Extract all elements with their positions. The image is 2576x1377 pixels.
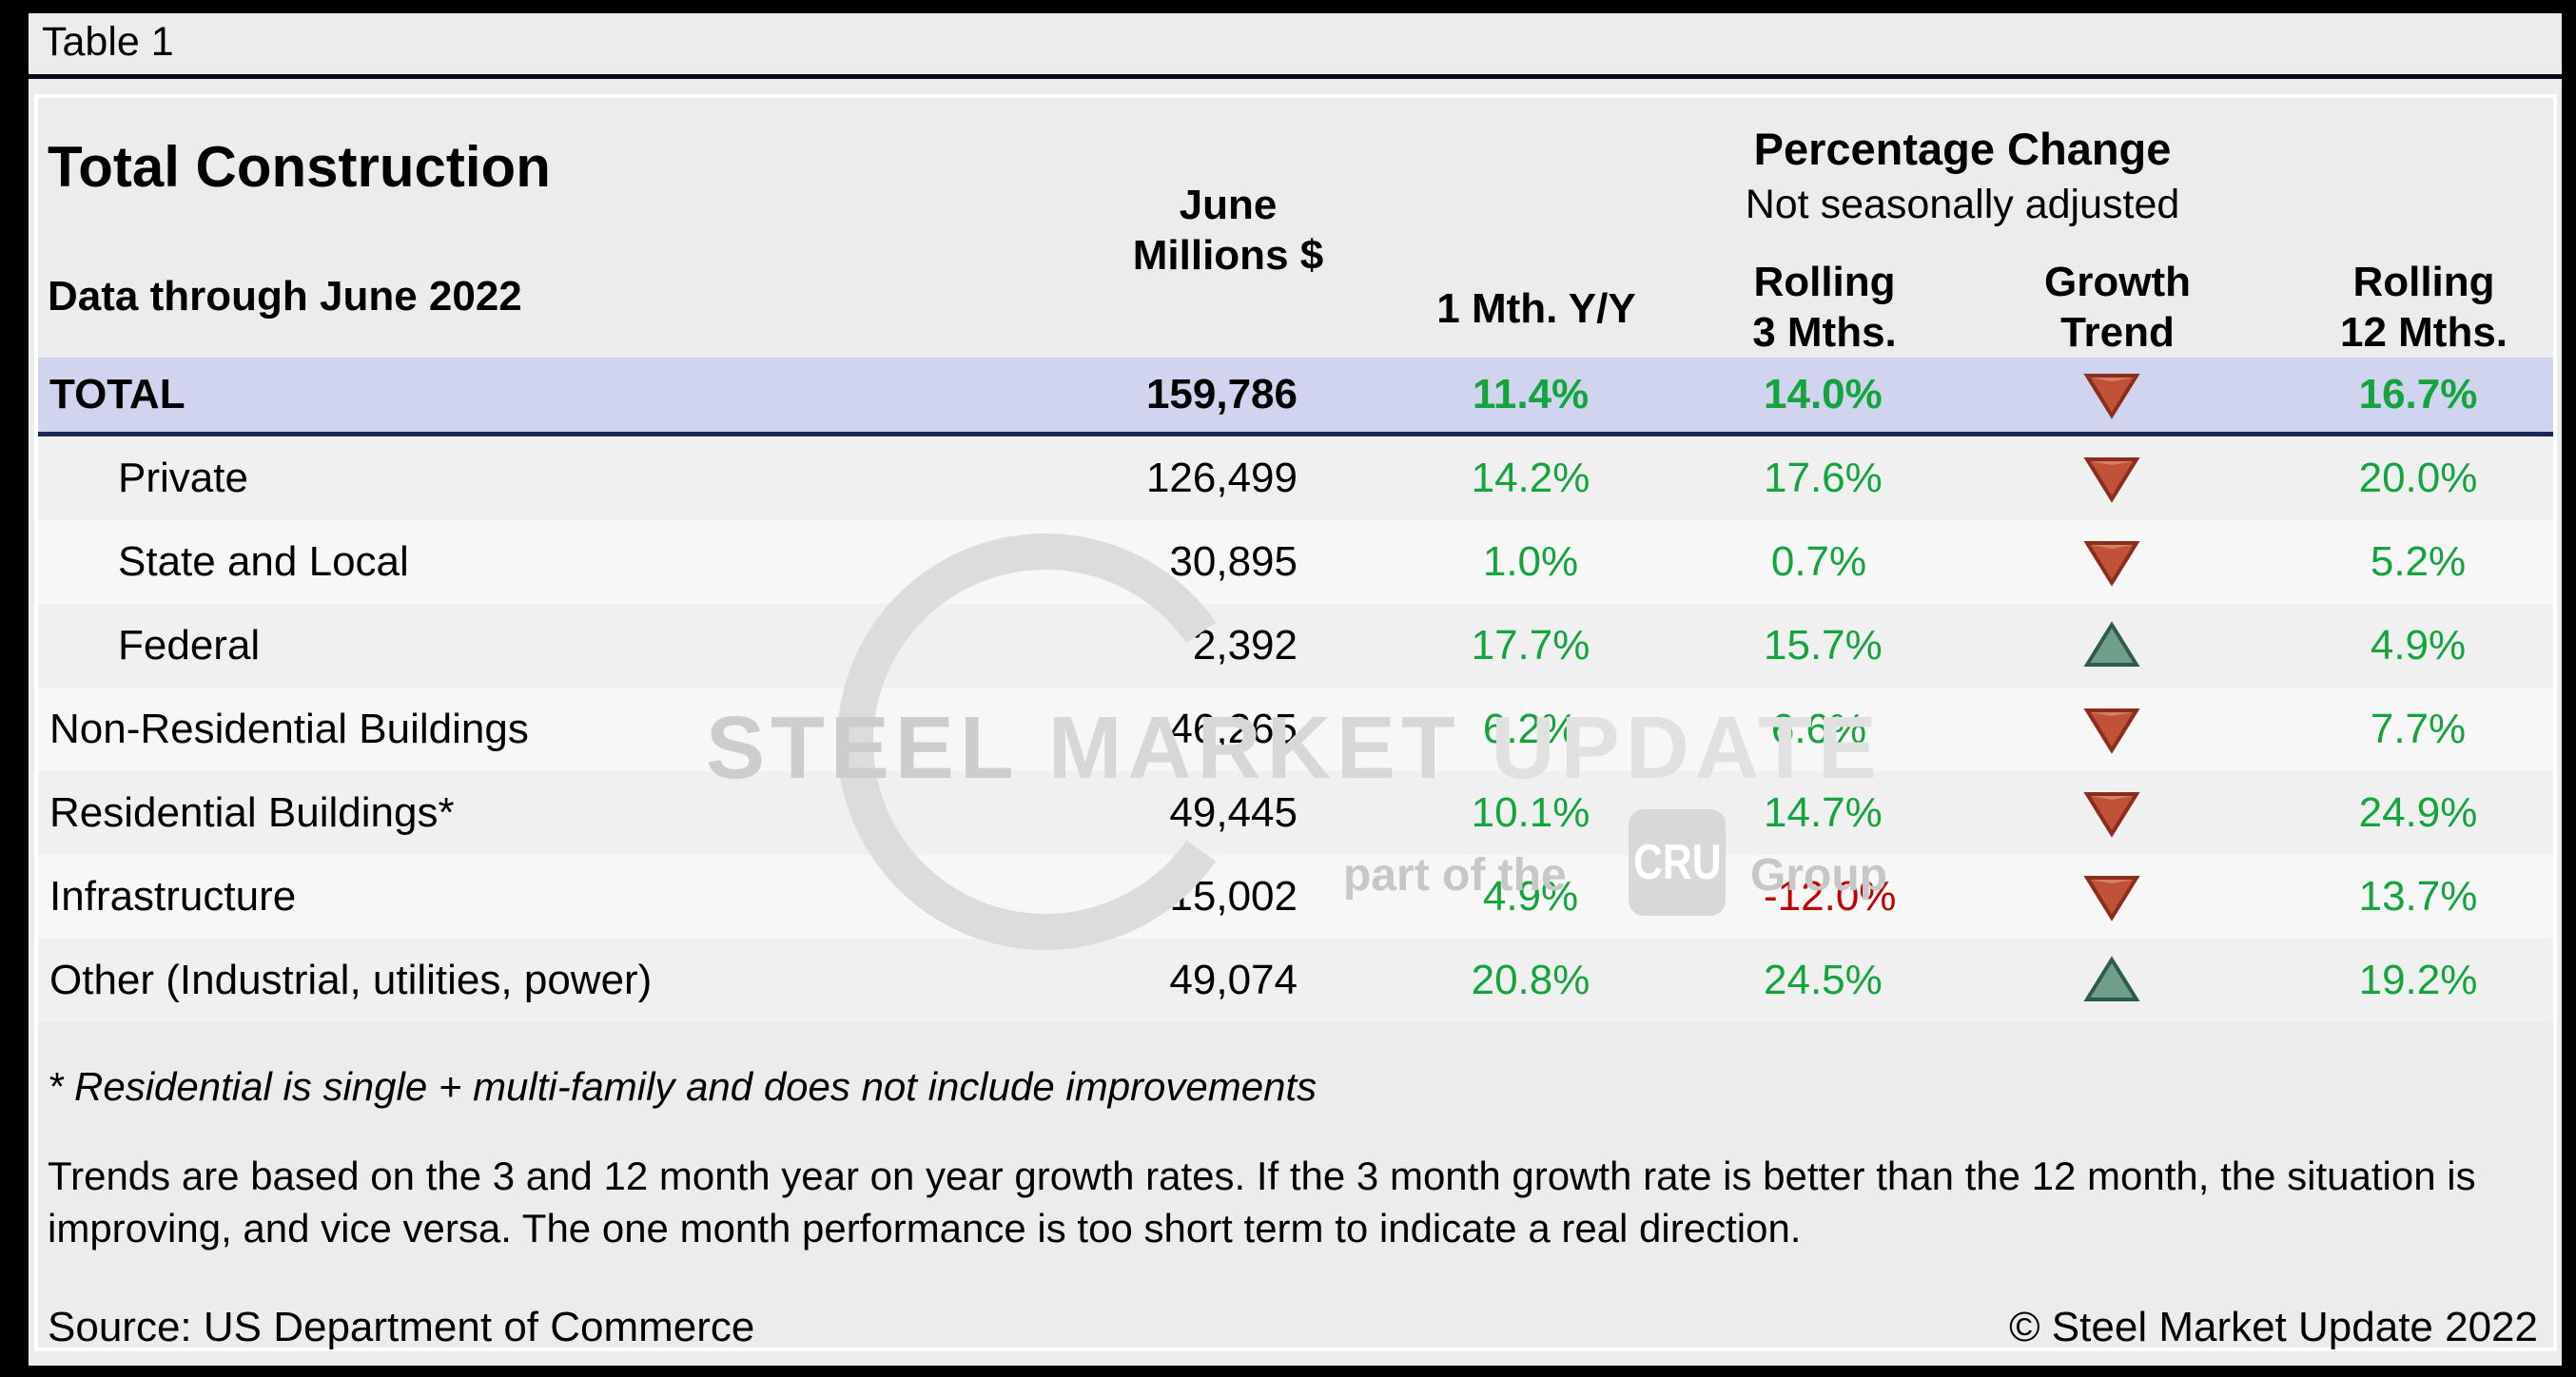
column-header-growth-trend: Growth Trend: [2044, 259, 2191, 356]
table-body: TOTAL 159,786 11.4% 14.0% 16.7% Private …: [38, 358, 2553, 1022]
column-header-rolling-12mths: Rolling 12 Mths.: [2339, 259, 2508, 356]
rolling-3mths-cell: 14.0%: [1764, 371, 1883, 417]
top-strip: Table 1: [29, 13, 2562, 74]
trend-down-arrow-icon: [2083, 457, 2140, 503]
rolling-12mths-cell: 20.0%: [2358, 455, 2478, 501]
table-row: Other (Industrial, utilities, power) 49,…: [38, 939, 2553, 1022]
table-row: Non-Residential Buildings 46,265 6.2% 6.…: [38, 688, 2553, 771]
rolling-12mths-cell: 4.9%: [2370, 622, 2467, 669]
june-millions-cell: 2,392: [1192, 622, 1298, 669]
growth-trend-cell: [1874, 704, 2350, 755]
growth-trend-cell: [1874, 955, 2350, 1006]
header-divider-line: [29, 74, 2562, 79]
table-row: TOTAL 159,786 11.4% 14.0% 16.7%: [38, 358, 2553, 436]
row-label-cell: State and Local: [118, 538, 409, 585]
rolling-12mths-cell: 7.7%: [2370, 706, 2467, 752]
trend-down-arrow-icon: [2083, 792, 2140, 838]
rolling-12mths-cell: 24.9%: [2358, 789, 2478, 836]
growth-trend-cell: [1874, 453, 2350, 504]
june-millions-cell: 30,895: [1169, 538, 1298, 585]
table-row: Residential Buildings* 49,445 10.1% 14.7…: [38, 771, 2553, 855]
trend-up-arrow-icon: [2083, 621, 2140, 668]
table-row: Infrastructure 15,002 4.9% -12.0% 13.7%: [38, 855, 2553, 939]
rolling-12mths-cell: 19.2%: [2358, 957, 2478, 1003]
page-title: Total Construction: [48, 135, 551, 199]
source-label: Source: US Department of Commerce: [48, 1304, 755, 1350]
trend-down-arrow-icon: [2083, 541, 2140, 587]
percentage-change-title: Percentage Change: [1753, 124, 2172, 174]
not-seasonally-adjusted-label: Not seasonally adjusted: [1745, 182, 2180, 227]
trend-down-arrow-icon: [2083, 708, 2140, 754]
one-mth-yy-cell: 6.2%: [1482, 706, 1579, 752]
trend-down-arrow-icon: [2083, 374, 2140, 419]
june-millions-cell: 15,002: [1169, 873, 1298, 920]
june-millions-cell: 159,786: [1145, 371, 1298, 417]
june-millions-cell: 126,499: [1145, 455, 1298, 501]
one-mth-yy-cell: 1.0%: [1482, 538, 1579, 585]
one-mth-yy-cell: 11.4%: [1472, 371, 1590, 417]
one-mth-yy-cell: 14.2%: [1471, 455, 1590, 501]
growth-trend-cell: [1874, 536, 2350, 588]
table-number-label: Table 1: [42, 19, 174, 65]
column-header-june-millions: June Millions $: [1132, 182, 1324, 279]
row-label-cell: Residential Buildings*: [49, 789, 455, 836]
one-mth-yy-cell: 20.8%: [1471, 957, 1590, 1003]
construction-table-panel: STEEL MARKET UPDATE part of the CRU Grou…: [34, 94, 2557, 1351]
rolling-3mths-cell: 6.6%: [1770, 706, 1867, 752]
trend-down-arrow-icon: [2083, 876, 2140, 921]
trend-up-arrow-icon: [2083, 956, 2140, 1002]
row-label-cell: TOTAL: [49, 371, 185, 417]
rolling-3mths-cell: 14.7%: [1764, 789, 1883, 836]
table-row: Federal 2,392 17.7% 15.7% 4.9%: [38, 604, 2553, 688]
rolling-3mths-cell: 15.7%: [1764, 622, 1883, 669]
growth-trend-cell: [1874, 369, 2350, 420]
data-through-label: Data through June 2022: [48, 273, 522, 320]
rolling-3mths-cell: 17.6%: [1764, 455, 1883, 501]
trend-explanation: Trends are based on the 3 and 12 month y…: [48, 1154, 2476, 1251]
rolling-12mths-cell: 13.7%: [2358, 873, 2478, 920]
one-mth-yy-cell: 4.9%: [1482, 873, 1579, 920]
rolling-3mths-cell: -12.0%: [1764, 873, 1897, 920]
rolling-12mths-cell: 16.7%: [2358, 371, 2478, 417]
row-label-cell: Private: [118, 455, 248, 501]
rolling-3mths-cell: 24.5%: [1764, 957, 1883, 1003]
growth-trend-cell: [1874, 787, 2350, 839]
rolling-12mths-cell: 5.2%: [2370, 538, 2467, 585]
row-label-cell: Federal: [118, 622, 261, 669]
one-mth-yy-cell: 17.7%: [1471, 622, 1590, 669]
column-header-rolling-3mths: Rolling 3 Mths.: [1752, 259, 1897, 356]
row-label-cell: Other (Industrial, utilities, power): [49, 957, 653, 1003]
row-label-cell: Non-Residential Buildings: [49, 706, 529, 752]
table-row: State and Local 30,895 1.0% 0.7% 5.2%: [38, 520, 2553, 604]
column-header-1mth-yy: 1 Mth. Y/Y: [1436, 285, 1636, 332]
copyright-label: © Steel Market Update 2022: [2009, 1304, 2538, 1350]
one-mth-yy-cell: 10.1%: [1471, 789, 1590, 836]
residential-footnote: * Residential is single + multi-family a…: [48, 1064, 1317, 1109]
rolling-3mths-cell: 0.7%: [1770, 538, 1867, 585]
table-row: Private 126,499 14.2% 17.6% 20.0%: [38, 436, 2553, 520]
june-millions-cell: 49,445: [1169, 789, 1298, 836]
june-millions-cell: 49,074: [1169, 957, 1298, 1003]
row-label-cell: Infrastructure: [49, 873, 297, 920]
growth-trend-cell: [1874, 871, 2350, 922]
june-millions-cell: 46,265: [1169, 706, 1298, 752]
growth-trend-cell: [1874, 620, 2350, 671]
